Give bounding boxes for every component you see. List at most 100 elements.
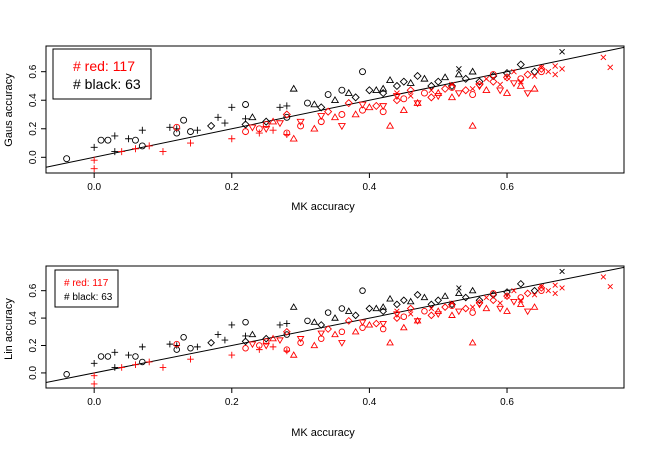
point-triangle	[330, 113, 340, 121]
legend-red: # red: 117	[73, 58, 135, 74]
point-triangle	[386, 338, 394, 346]
point-triangle-down	[358, 319, 367, 327]
panel-bottom: MK accuracy Lin accuracy 0.0 0.2 0.4 0.60.0…	[3, 265, 625, 439]
point-triangle-down	[337, 123, 346, 131]
point-diamond	[372, 101, 381, 111]
point-diamond	[537, 284, 546, 292]
point-plus	[228, 351, 236, 359]
point-triangle	[468, 286, 477, 294]
point-x	[497, 300, 503, 306]
point-circle	[489, 71, 497, 78]
point-circle	[63, 371, 70, 378]
point-diamond	[379, 307, 388, 316]
point-plus	[255, 129, 263, 137]
point-triangle-down	[509, 80, 518, 88]
panel-top: MK accuracy Gaus accuracy 0.0 0.2 0.4 0.60.…	[3, 45, 625, 213]
point-circle	[421, 89, 428, 97]
point-triangle	[434, 307, 443, 314]
point-triangle	[268, 117, 278, 125]
point-triangle-down	[379, 320, 388, 328]
point-triangle-down	[296, 118, 305, 126]
point-triangle	[385, 121, 395, 129]
point-triangle	[351, 110, 360, 118]
point-circle	[338, 305, 346, 312]
point-plus	[228, 135, 236, 143]
point-circle	[63, 155, 71, 163]
point-triangle	[331, 314, 339, 321]
point-plus	[228, 321, 236, 329]
point-circle	[304, 317, 311, 325]
point-triangle	[248, 113, 257, 121]
point-x	[407, 311, 414, 317]
point-circle	[359, 68, 366, 76]
point-triangle	[399, 106, 408, 113]
point-diamond	[441, 84, 450, 93]
point-circle	[132, 353, 139, 360]
point-diamond	[475, 296, 484, 305]
point-circle	[538, 287, 545, 294]
point-diamond	[461, 293, 470, 302]
y-axis-label: Lin accuracy	[3, 298, 15, 360]
point-diamond	[523, 70, 532, 79]
point-plus	[125, 135, 133, 143]
point-x	[456, 285, 462, 291]
point-diamond	[282, 110, 291, 119]
plot-frame	[45, 45, 625, 174]
point-diamond	[413, 290, 422, 299]
point-circle	[537, 68, 545, 76]
point-triangle-down	[262, 126, 271, 133]
point-diamond	[441, 303, 449, 311]
point-triangle	[413, 98, 422, 106]
point-plus	[138, 126, 146, 134]
point-plus	[214, 113, 222, 121]
point-x	[607, 64, 614, 71]
point-circle	[469, 309, 476, 316]
point-plus	[269, 343, 277, 351]
point-x	[517, 78, 524, 85]
point-x	[407, 93, 414, 99]
point-triangle	[289, 351, 298, 358]
point-plus	[118, 148, 126, 156]
point-x	[559, 65, 565, 72]
x-axis-label: MK accuracy	[291, 201, 355, 213]
point-triangle	[434, 88, 443, 96]
point-x	[469, 85, 476, 92]
point-x	[504, 74, 510, 81]
point-plus	[131, 145, 139, 153]
point-triangle	[441, 292, 449, 299]
point-diamond	[503, 292, 511, 301]
point-triangle-down	[248, 341, 257, 349]
point-plus	[221, 119, 229, 127]
point-circle	[421, 307, 428, 315]
point-diamond	[427, 311, 436, 320]
point-triangle	[406, 297, 415, 305]
point-circle	[400, 313, 408, 320]
point-diamond	[434, 296, 443, 305]
legend-black: # black: 63	[64, 292, 113, 303]
point-diamond	[324, 325, 332, 333]
point-diamond	[241, 337, 250, 346]
legend: # red: 117 # black: 63	[54, 269, 119, 308]
point-x	[559, 285, 565, 291]
point-plus	[159, 364, 167, 371]
y-tick-label: 0.6	[28, 283, 39, 297]
point-triangle-down	[317, 113, 326, 121]
point-diamond	[427, 81, 436, 91]
point-plus	[187, 139, 194, 147]
point-circle	[262, 121, 270, 128]
x-axis-label: MK accuracy	[291, 427, 355, 439]
point-diamond	[351, 311, 360, 320]
point-diamond	[434, 77, 443, 86]
point-triangle	[406, 78, 415, 86]
axis-ticks: 0.0 0.2 0.4 0.6 0.0 0.2 0.4 0.6	[28, 283, 514, 408]
point-diamond	[475, 77, 484, 86]
point-triangle-down	[454, 308, 463, 316]
y-tick-label: 0.0	[28, 366, 39, 380]
point-triangle	[385, 76, 395, 84]
point-x	[449, 81, 455, 88]
point-circle	[297, 339, 304, 347]
point-diamond	[475, 80, 484, 89]
point-triangle	[365, 103, 374, 111]
